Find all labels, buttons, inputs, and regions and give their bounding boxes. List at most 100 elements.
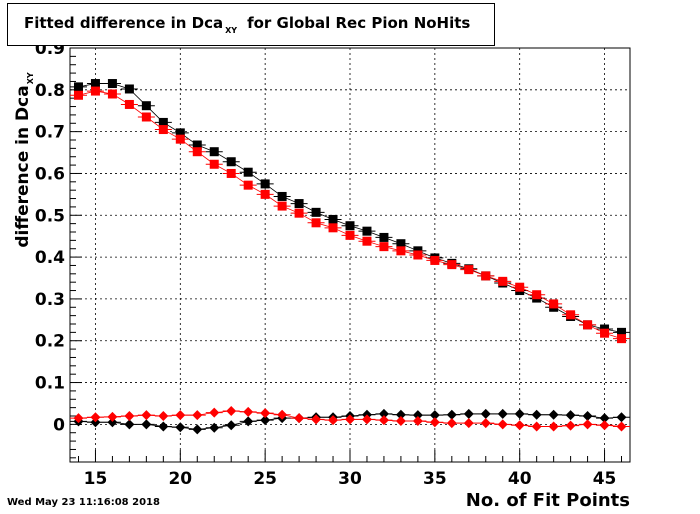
chart-title: Fitted difference in Dca XY for Global Rec…	[24, 14, 470, 35]
data-point	[243, 180, 253, 190]
data-point	[277, 409, 288, 420]
data-point	[480, 418, 491, 429]
data-point	[395, 409, 406, 420]
data-point	[175, 128, 185, 138]
data-point	[617, 334, 627, 344]
series-2	[69, 408, 631, 435]
data-point	[294, 208, 304, 218]
data-point	[497, 408, 508, 419]
data-point	[260, 415, 271, 426]
chart-title-sub: XY	[225, 26, 238, 35]
data-point	[617, 327, 627, 337]
data-point	[446, 409, 457, 420]
data-point	[345, 414, 355, 425]
data-point	[616, 421, 627, 432]
x-tick-label: 15	[84, 469, 108, 489]
data-point	[378, 408, 389, 419]
data-point	[429, 417, 440, 428]
series-layer	[69, 79, 631, 435]
data-point	[378, 415, 389, 426]
data-point	[463, 418, 474, 429]
data-point	[175, 134, 185, 144]
data-point	[362, 236, 372, 246]
data-point	[412, 410, 423, 421]
data-point	[192, 140, 202, 150]
data-point	[412, 416, 423, 427]
data-point	[243, 416, 254, 427]
data-point	[90, 86, 100, 96]
y-axis-label-sub: XY	[26, 72, 35, 85]
data-point	[107, 411, 118, 422]
data-point	[497, 419, 508, 430]
data-point	[430, 255, 440, 265]
data-point	[549, 299, 559, 309]
data-point	[158, 411, 169, 421]
data-point	[226, 168, 236, 178]
data-point	[124, 84, 134, 94]
data-point	[192, 410, 203, 421]
data-point	[311, 207, 321, 217]
data-point	[514, 420, 525, 431]
y-tick-label: 0.6	[35, 164, 65, 184]
axes: 15 20 25 30 35 40 4500.10.20.30.40.50.60.70.80…	[35, 39, 623, 489]
data-point	[548, 421, 559, 432]
x-tick-label: 35	[423, 469, 447, 489]
data-point	[124, 99, 134, 109]
data-point	[141, 410, 152, 421]
data-point	[447, 260, 457, 270]
data-point	[124, 411, 135, 421]
x-tick-label: 45	[593, 469, 617, 489]
x-tick-label: 25	[253, 469, 277, 489]
data-point	[328, 214, 338, 224]
data-point	[600, 328, 610, 338]
data-point	[566, 310, 576, 320]
data-point	[464, 265, 474, 275]
y-tick-label: 0.3	[35, 290, 65, 310]
data-point	[582, 419, 593, 430]
data-point	[311, 218, 321, 228]
data-point	[480, 408, 491, 419]
data-point	[582, 411, 593, 421]
data-point	[328, 415, 339, 426]
data-point	[294, 413, 305, 424]
chart-title-box: Fitted difference in Dca XY for Global Rec…	[7, 3, 495, 46]
data-point	[260, 408, 271, 419]
data-point	[345, 221, 355, 231]
data-point	[124, 419, 135, 430]
data-point	[192, 424, 203, 435]
data-point	[158, 125, 168, 135]
data-point	[243, 167, 253, 177]
x-axis-label: No. of Fit Points	[465, 490, 630, 511]
timestamp: Wed May 23 11:16:08 2018	[7, 497, 160, 508]
series-1	[69, 86, 631, 344]
y-tick-label: 0.4	[35, 248, 65, 268]
data-point	[446, 418, 457, 429]
data-point	[616, 412, 627, 423]
data-point	[413, 250, 423, 260]
series-3	[69, 405, 631, 432]
data-point	[599, 413, 610, 424]
data-point	[90, 79, 100, 89]
data-point	[175, 422, 186, 433]
data-point	[481, 271, 491, 281]
y-tick-label: 0	[53, 415, 65, 435]
data-point	[226, 405, 237, 416]
data-point	[192, 147, 202, 157]
grid	[70, 47, 630, 462]
data-point	[463, 408, 474, 419]
data-point	[531, 421, 542, 432]
data-point	[90, 412, 101, 423]
data-point	[73, 90, 83, 100]
data-point	[107, 79, 117, 89]
data-point	[362, 226, 372, 236]
y-axis-label-main: difference in Dca	[13, 85, 33, 248]
data-point	[565, 410, 576, 421]
data-point	[107, 89, 117, 99]
data-point	[498, 276, 508, 286]
data-point	[345, 230, 355, 240]
data-point	[141, 419, 152, 430]
data-point	[107, 417, 118, 428]
x-tick-label: 40	[508, 469, 532, 489]
data-point	[429, 410, 440, 421]
